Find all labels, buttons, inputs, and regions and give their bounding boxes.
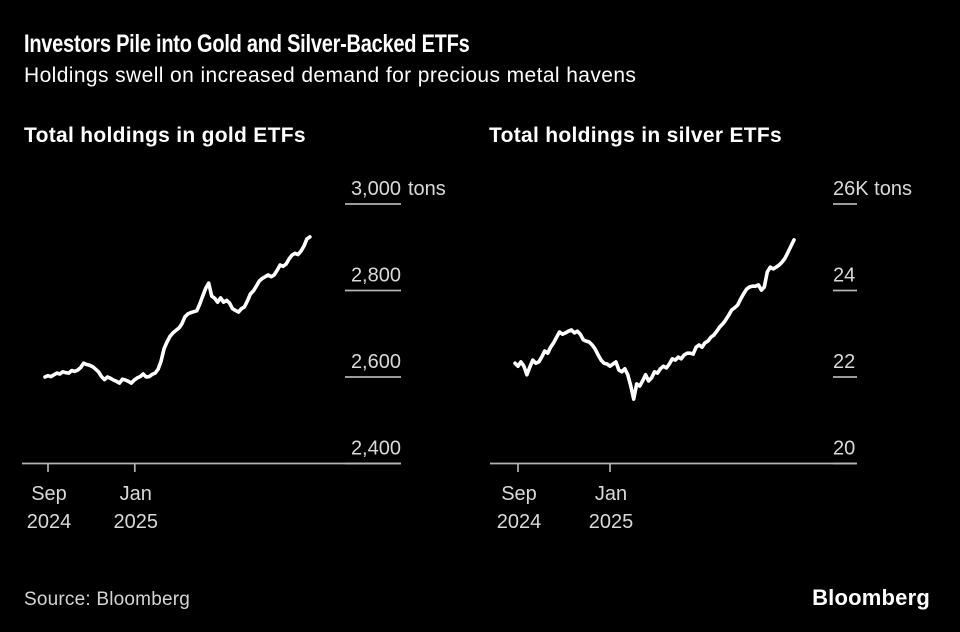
headline: Investors Pile into Gold and Silver-Back…: [24, 30, 470, 58]
source-attribution: Source: Bloomberg: [24, 589, 191, 610]
x-tick-label: 2024: [27, 511, 72, 533]
x-tick-label: Sep: [501, 483, 537, 505]
y-axis-unit-label: tons: [408, 178, 446, 200]
bloomberg-logo: Bloomberg: [812, 585, 930, 610]
silver-chart-title: Total holdings in silver ETFs: [489, 124, 783, 147]
x-tick-label: 2025: [589, 511, 634, 533]
x-tick-label: Sep: [31, 483, 67, 505]
y-tick-label: 2,400: [351, 438, 401, 460]
y-tick-label: 3,000: [351, 178, 401, 200]
x-tick-label: Jan: [120, 483, 152, 505]
y-tick-label: 2,600: [351, 351, 401, 373]
y-tick-label: 20: [833, 438, 855, 460]
silver-series-line: [513, 238, 796, 401]
x-tick-label: Jan: [595, 483, 627, 505]
gold-chart: 3,000 tons 2,800 2,600 2,400 Sep 2024 Jan 2025: [22, 178, 446, 533]
silver-chart: 26K tons 24 22 20 Sep 2024 Jan 2025: [490, 178, 912, 533]
y-tick-label: 26K tons: [833, 178, 912, 200]
gold-chart-title: Total holdings in gold ETFs: [24, 124, 306, 147]
y-tick-label: 22: [833, 351, 855, 373]
y-tick-label: 2,800: [351, 265, 401, 287]
gold-series-line: [43, 235, 312, 385]
x-tick-label: 2024: [497, 511, 542, 533]
x-tick-label: 2025: [114, 511, 159, 533]
y-tick-label: 24: [833, 265, 855, 287]
subtitle: Holdings swell on increased demand for p…: [24, 64, 637, 87]
